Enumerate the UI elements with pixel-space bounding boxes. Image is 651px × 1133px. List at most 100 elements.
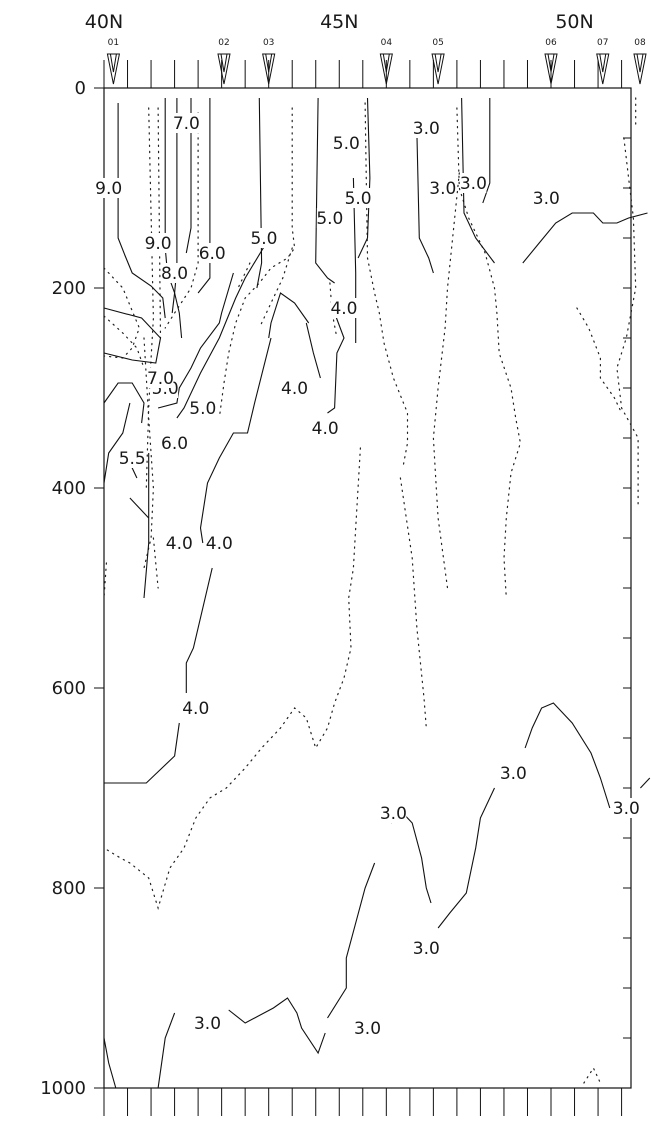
solid-contour-line <box>522 212 648 264</box>
station-triangle <box>106 53 121 85</box>
solid-contour-line <box>416 132 434 274</box>
contour-label-backing <box>182 698 209 718</box>
contour-label-backing <box>613 798 640 818</box>
contour-label-backing <box>194 1013 221 1033</box>
station-id: 02 <box>218 38 229 48</box>
solid-contour-line <box>157 272 234 409</box>
solid-contour-line <box>185 98 192 254</box>
dotted-contour-line <box>576 307 623 414</box>
dotted-contour-line <box>103 315 145 369</box>
station-id: 04 <box>381 38 393 48</box>
solid-contour-line <box>103 1037 117 1089</box>
contour-label-backing <box>206 533 233 553</box>
contour-label: 3.0 <box>500 764 527 784</box>
station-id: 07 <box>597 38 608 48</box>
contour-label-backing <box>145 233 172 253</box>
solid-contour-line <box>482 98 491 204</box>
contour-label: 7.0 <box>173 114 200 134</box>
contour-label: 4.0 <box>281 379 308 399</box>
contour-label: 7.0 <box>147 369 174 389</box>
station-id: 03 <box>263 38 274 48</box>
contour-label: 4.0 <box>182 699 209 719</box>
solid-contour-line <box>256 97 263 289</box>
contour-label-backing <box>533 188 560 208</box>
contour-labels: 9.09.07.08.06.05.05.05.05.05.03.03.0 3.03… <box>95 113 640 1039</box>
contour-label: 4.0 <box>312 419 339 439</box>
latitude-label: 45N <box>320 11 358 33</box>
contour-label-backing <box>330 298 357 318</box>
contour-label: 5.0 <box>333 134 360 154</box>
contour-label-backing <box>189 398 216 418</box>
solid-contour-line <box>157 1012 176 1089</box>
station-marker: 01 <box>106 38 121 85</box>
contour-label: 5.0 <box>316 209 343 229</box>
contour-label: 4.0 <box>166 534 193 554</box>
contour-label: 3.0 <box>613 799 640 819</box>
solid-contour-line <box>524 702 611 809</box>
contour-label: 6.0 <box>199 244 226 264</box>
station-triangle <box>596 53 610 85</box>
solid-contours <box>103 97 651 1089</box>
contour-label-backing <box>161 263 188 283</box>
contour-label-backing <box>199 243 226 263</box>
solid-contour-line <box>305 322 321 379</box>
contour-label: 4.0 <box>206 534 233 554</box>
dotted-contour-line <box>583 1066 602 1084</box>
contour-label: 5.0 <box>250 229 277 249</box>
solid-contour-line <box>176 242 267 419</box>
contour-label-backing <box>161 433 188 453</box>
station-marker: 02 <box>217 38 231 85</box>
depth-label: 800 <box>52 878 86 899</box>
contour-label: 3.0 <box>429 179 456 199</box>
dotted-contour-line <box>103 447 361 911</box>
solid-contour-line <box>143 453 150 599</box>
axis-ticks <box>94 60 631 1116</box>
contour-label-backing <box>166 533 193 553</box>
contour-label-backing <box>380 803 407 823</box>
solid-contour-line <box>103 307 162 364</box>
station-triangle <box>544 53 558 85</box>
contour-label: 3.0 <box>533 189 560 209</box>
latitude-labels: 40N 45N 50N <box>85 11 594 33</box>
contour-label-backing <box>413 118 440 138</box>
contour-label-backing <box>429 178 456 198</box>
solid-contour-line <box>103 402 131 484</box>
solid-contour-line <box>268 292 310 339</box>
contour-label: 6.0 <box>161 434 188 454</box>
station-triangle <box>431 53 445 85</box>
station-marker: 05 <box>431 38 445 85</box>
station-id: 06 <box>545 38 557 48</box>
dotted-contour-line <box>152 537 159 589</box>
station-markers: 01 02 03 04 05 06 07 08 <box>106 38 647 85</box>
dotted-contour-line <box>456 107 522 599</box>
contour-label: 5.5 <box>119 449 146 469</box>
contour-label-backing <box>460 173 487 193</box>
solid-contour-line <box>639 777 651 789</box>
contour-label-backing <box>354 1018 381 1038</box>
contour-label-backing <box>281 378 308 398</box>
dotted-contour-line <box>103 267 140 359</box>
depth-label: 1000 <box>40 1078 86 1099</box>
contour-label: 3.0 <box>380 804 407 824</box>
station-triangle <box>633 53 647 85</box>
solid-contour-line <box>315 97 335 284</box>
dotted-contour-line <box>258 247 293 329</box>
latitude-label: 40N <box>85 11 123 33</box>
solid-contour-line <box>197 98 211 294</box>
depth-label: 400 <box>52 478 86 499</box>
contour-label: 3.0 <box>413 119 440 139</box>
dotted-contour-line <box>432 172 460 589</box>
dotted-contour-line <box>616 137 639 509</box>
dotted-contour-line <box>237 262 251 289</box>
contour-label: 3.0 <box>194 1014 221 1034</box>
solid-contour-line <box>199 337 272 544</box>
station-marker: 07 <box>596 38 610 85</box>
solid-contour-line <box>352 177 357 343</box>
contour-label: 3.0 <box>354 1019 381 1039</box>
contour-label-backing <box>316 208 343 228</box>
solid-contour-line <box>357 97 371 259</box>
station-marker: 08 <box>633 38 647 85</box>
depth-label: 200 <box>52 278 86 299</box>
contour-label-backing <box>333 133 360 153</box>
